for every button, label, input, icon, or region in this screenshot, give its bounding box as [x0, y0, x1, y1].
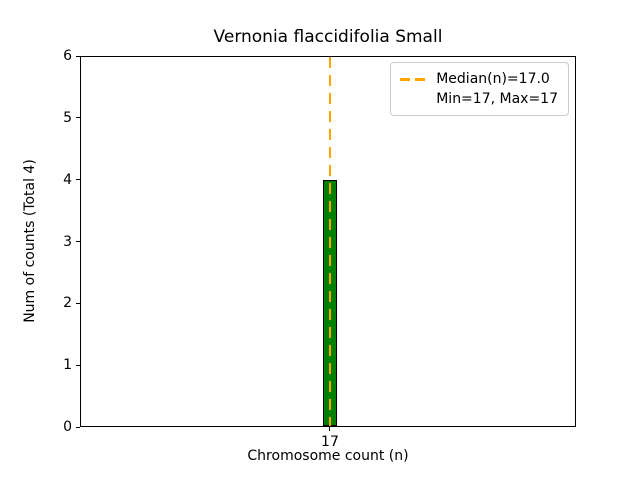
legend-entry-median: Median(n)=17.0 — [400, 69, 558, 89]
y-tick-label: 6 — [63, 48, 72, 64]
y-tick-label: 0 — [63, 419, 72, 435]
y-tick-mark — [76, 426, 80, 428]
y-tick-mark — [76, 364, 80, 366]
legend-entry-minmax: Min=17, Max=17 — [400, 89, 558, 109]
chart-title: Vernonia flaccidifolia Small — [213, 27, 443, 47]
y-tick-mark — [76, 117, 80, 119]
y-tick-mark — [76, 241, 80, 242]
x-tick-mark — [329, 427, 331, 431]
legend-minmax-label: Min=17, Max=17 — [436, 91, 558, 107]
legend-spacer — [400, 98, 427, 101]
y-axis-label: Num of counts (Total 4) — [22, 159, 38, 323]
y-tick-label: 3 — [63, 233, 72, 250]
y-tick-mark — [76, 55, 80, 57]
x-tick-label: 17 — [321, 434, 339, 450]
legend: Median(n)=17.0 Min=17, Max=17 — [390, 62, 569, 116]
y-tick-mark — [76, 179, 80, 181]
legend-median-label: Median(n)=17.0 — [436, 71, 550, 87]
median-line-sample-icon — [400, 77, 428, 81]
y-tick-label: 4 — [63, 171, 72, 188]
y-tick-label: 1 — [63, 357, 72, 374]
x-axis-label: Chromosome count (n) — [247, 448, 409, 464]
y-tick-mark — [76, 302, 80, 304]
y-tick-label: 5 — [63, 109, 72, 126]
y-tick-label: 2 — [63, 295, 72, 312]
median-dashed-line — [328, 57, 332, 426]
